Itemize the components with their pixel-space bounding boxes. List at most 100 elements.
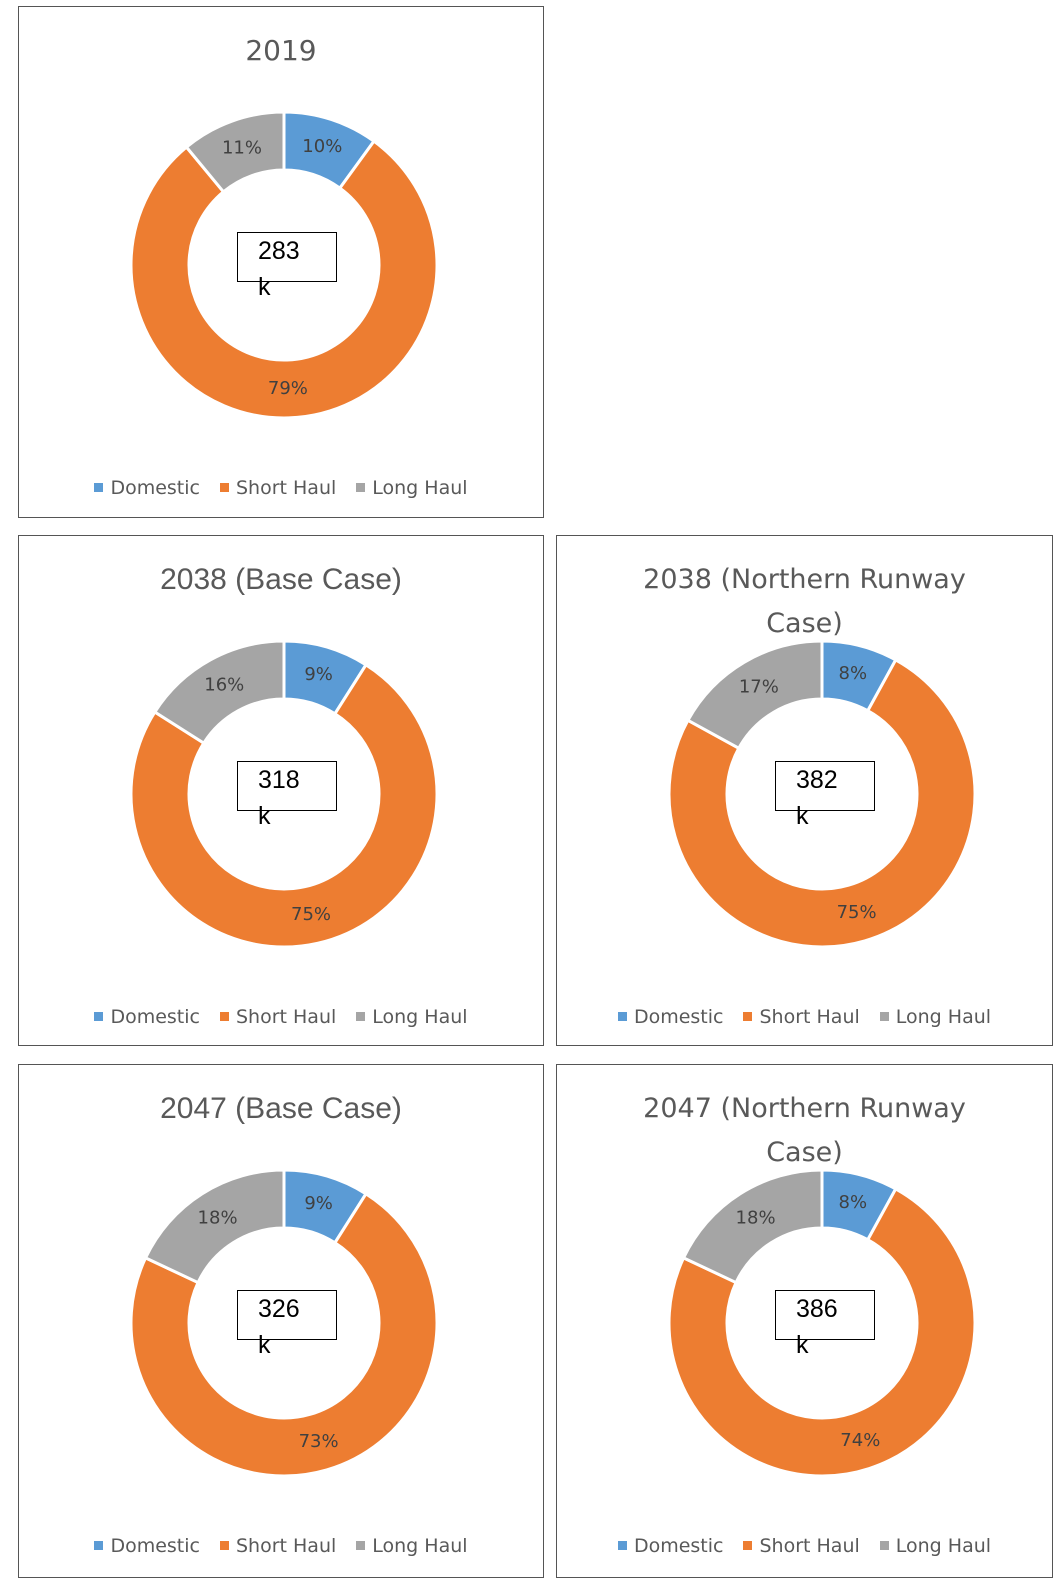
legend-label: Short Haul [759, 1535, 860, 1557]
legend-swatch [219, 483, 229, 492]
legend-item: Long Haul [356, 477, 468, 499]
legend-label: Long Haul [372, 1535, 468, 1557]
legend-swatch [879, 1012, 889, 1021]
legend-item: Long Haul [879, 1006, 992, 1028]
donut-slice [129, 1191, 439, 1478]
donut-slice [184, 110, 286, 194]
legend-swatch [743, 1541, 753, 1550]
legend-item: Domestic [617, 1006, 724, 1028]
data-label: 9% [304, 1193, 333, 1214]
data-label: 17% [739, 676, 779, 697]
donut-slice [681, 1168, 824, 1285]
legend: Domestic Short Haul Long Haul [19, 1006, 543, 1028]
chart-title: 2038 (Base Case) [160, 563, 402, 596]
chart-title: 2038 (Northern Runway Case) [643, 564, 966, 639]
legend-item: Short Haul [219, 1535, 337, 1557]
legend-label: Short Haul [235, 1006, 337, 1028]
chart-title: 2047 (Northern Runway Case) [643, 1093, 966, 1168]
legend-label: Long Haul [895, 1535, 992, 1557]
legend-swatch [356, 1012, 366, 1021]
legend-swatch [219, 1541, 229, 1550]
center-label-box: 386 k [775, 1290, 875, 1359]
data-label: 18% [736, 1207, 776, 1228]
center-label-box: 318 k [237, 761, 337, 830]
data-label: 18% [198, 1207, 238, 1228]
legend-swatch [356, 1541, 366, 1550]
donut-chart: 8% 75% 17% [667, 639, 977, 949]
donut-slice [129, 139, 439, 420]
legend: Domestic Short Haul Long Haul [557, 1535, 1052, 1557]
data-label: 10% [302, 136, 342, 157]
donut-slice [667, 1186, 977, 1478]
data-label: 9% [304, 664, 333, 685]
legend-label: Domestic [633, 1006, 724, 1028]
legend-label: Long Haul [372, 1006, 468, 1028]
legend-label: Long Haul [895, 1006, 992, 1028]
donut-chart: 8% 74% 18% [667, 1168, 977, 1478]
legend-swatch [219, 1012, 229, 1021]
legend: Domestic Short Haul Long Haul [557, 1006, 1052, 1028]
chart-title: 2019 [245, 34, 317, 67]
donut-chart: 9% 73% 18% [129, 1168, 439, 1478]
legend: Domestic Short Haul Long Haul [19, 477, 543, 499]
chart-panel: 8% 75% 17% 382 k 2038 (Northern Runway Case)… [556, 535, 1053, 1046]
donut-slice [129, 662, 439, 949]
center-label: 326 k [258, 1295, 300, 1359]
donut-slice [143, 1168, 286, 1285]
chart-panel: 8% 74% 18% 386 k 2047 (Northern Runway Case)… [556, 1064, 1053, 1578]
data-label: 73% [299, 1431, 339, 1452]
legend-label: Long Haul [372, 477, 468, 499]
legend-item: Domestic [94, 477, 200, 499]
center-label-box: 283 k [237, 232, 337, 301]
legend-swatch [617, 1012, 627, 1021]
legend-label: Short Haul [759, 1006, 860, 1028]
legend-swatch [94, 483, 104, 492]
legend-swatch [879, 1541, 889, 1550]
legend-swatch [94, 1541, 104, 1550]
data-label: 8% [839, 1192, 868, 1213]
legend-item: Long Haul [356, 1006, 468, 1028]
legend-label: Short Haul [235, 477, 337, 499]
center-label: 382 k [796, 766, 838, 830]
legend-label: Short Haul [235, 1535, 337, 1557]
legend-swatch [94, 1012, 104, 1021]
data-label: 75% [837, 902, 877, 923]
chart-panel: 9% 75% 16% 318 k 2038 (Base Case) Domestic Sho… [18, 535, 544, 1046]
legend-item: Domestic [94, 1006, 200, 1028]
data-label: 16% [204, 674, 244, 695]
data-label: 79% [268, 378, 308, 399]
legend-item: Domestic [94, 1535, 200, 1557]
chart-panel: 9% 73% 18% 326 k 2047 (Base Case) Domestic Sho… [18, 1064, 544, 1578]
legend-swatch [743, 1012, 753, 1021]
legend-item: Short Haul [219, 1006, 337, 1028]
legend-label: Domestic [110, 1535, 200, 1557]
donut-slice [152, 639, 286, 746]
center-label: 386 k [796, 1295, 838, 1359]
legend-swatch [617, 1541, 627, 1550]
donut-slice [667, 657, 977, 949]
chart-title: 2047 (Base Case) [160, 1092, 402, 1125]
data-label: 11% [222, 137, 262, 158]
donut-chart: 9% 75% 16% [129, 639, 439, 949]
chart-panel: 10% 79% 11% 283 k 2019 Domestic Short Haul Long… [18, 6, 544, 518]
legend-label: Domestic [633, 1535, 724, 1557]
legend-item: Domestic [617, 1535, 724, 1557]
legend-item: Long Haul [879, 1535, 992, 1557]
legend-label: Domestic [110, 477, 200, 499]
center-label: 318 k [258, 766, 300, 830]
donut-slice [685, 639, 824, 751]
center-label-box: 326 k [237, 1290, 337, 1359]
center-label-box: 382 k [775, 761, 875, 830]
legend-item: Long Haul [356, 1535, 468, 1557]
data-label: 8% [839, 663, 868, 684]
legend-item: Short Haul [743, 1006, 860, 1028]
legend-label: Domestic [110, 1006, 200, 1028]
data-label: 75% [291, 904, 331, 925]
center-label: 283 k [258, 237, 300, 301]
legend-swatch [356, 483, 366, 492]
legend-item: Short Haul [219, 477, 337, 499]
data-label: 74% [840, 1430, 880, 1451]
legend-item: Short Haul [743, 1535, 860, 1557]
legend: Domestic Short Haul Long Haul [19, 1535, 543, 1557]
